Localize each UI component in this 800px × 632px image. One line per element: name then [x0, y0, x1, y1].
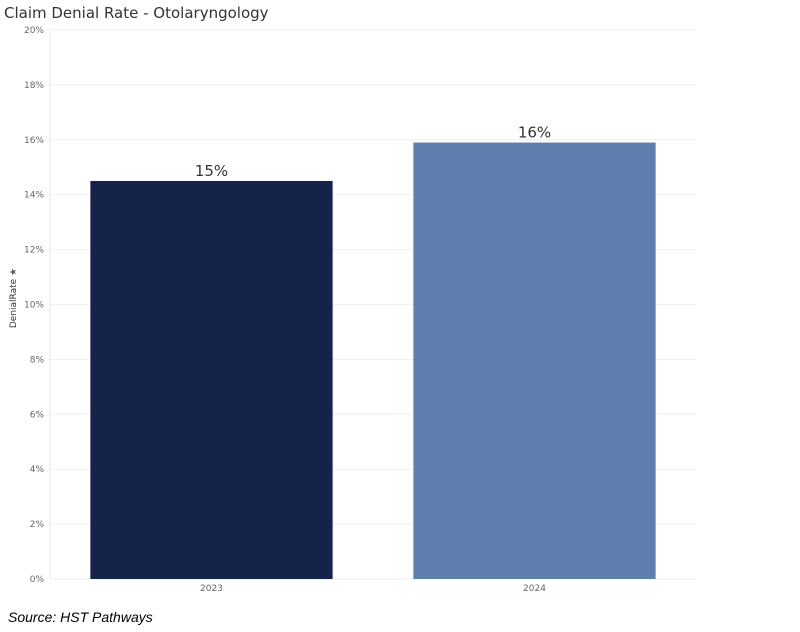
- y-tick-label: 18%: [24, 81, 44, 91]
- bar-2024[interactable]: [413, 142, 656, 580]
- x-tick-label: 2024: [523, 584, 546, 594]
- bar-2023[interactable]: [90, 180, 333, 579]
- y-tick-label: 14%: [24, 191, 44, 201]
- y-tick-label: 10%: [24, 301, 44, 311]
- y-tick-label: 0%: [30, 575, 45, 585]
- y-tick-label: 12%: [24, 246, 44, 256]
- data-label: 15%: [195, 162, 228, 180]
- y-tick-label: 16%: [24, 136, 44, 146]
- y-tick-label: 8%: [30, 355, 45, 365]
- y-tick-label: 6%: [30, 410, 45, 420]
- chart-title: Claim Denial Rate - Otolaryngology: [4, 4, 269, 22]
- y-tick-label: 4%: [30, 465, 45, 475]
- source-note: Source: HST Pathways: [8, 609, 153, 625]
- data-label: 16%: [518, 124, 551, 142]
- x-tick-label: 2023: [200, 584, 223, 594]
- y-tick-label: 20%: [24, 26, 44, 36]
- y-tick-label: 2%: [30, 520, 45, 530]
- bar-chart: 0% 2% 4% 6% 8% 10% 12% 14% 16% 18% 20% 15% 2023 16% 20…: [24, 26, 696, 594]
